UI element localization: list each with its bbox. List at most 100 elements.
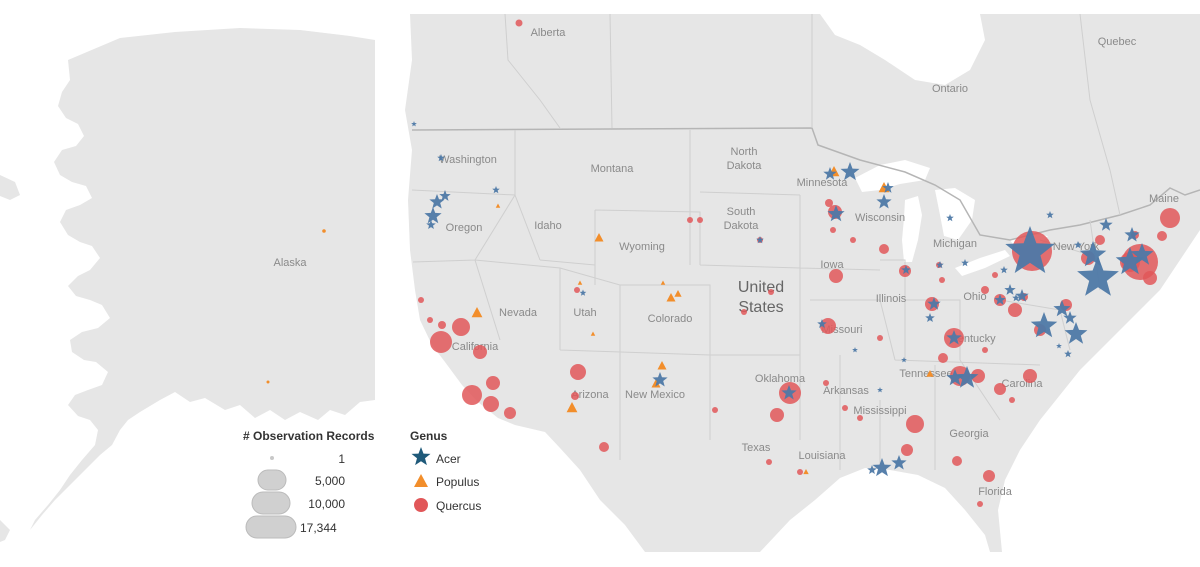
acer-mark[interactable] <box>882 182 894 193</box>
acer-mark[interactable] <box>867 465 877 474</box>
populus-mark[interactable] <box>590 331 596 336</box>
quercus-mark[interactable] <box>427 317 433 323</box>
quercus-mark[interactable] <box>823 380 829 386</box>
populus-mark[interactable] <box>666 293 676 302</box>
populus-mark[interactable] <box>657 361 667 370</box>
quercus-mark[interactable] <box>797 469 803 475</box>
quercus-mark[interactable] <box>994 383 1006 395</box>
populus-mark[interactable] <box>660 280 666 285</box>
acer-mark[interactable] <box>1030 312 1058 338</box>
acer-mark[interactable] <box>1064 322 1088 344</box>
populus-mark[interactable] <box>471 307 483 318</box>
acer-mark[interactable] <box>927 297 941 310</box>
populus-mark[interactable] <box>651 379 661 388</box>
quercus-mark[interactable] <box>983 470 995 482</box>
quercus-mark[interactable] <box>504 407 516 419</box>
quercus-mark[interactable] <box>992 272 998 278</box>
acer-mark[interactable] <box>936 261 944 269</box>
acer-mark[interactable] <box>994 294 1006 305</box>
acer-mark[interactable] <box>876 194 892 209</box>
dot[interactable] <box>322 229 326 233</box>
acer-mark[interactable] <box>1115 247 1145 275</box>
quercus-mark[interactable] <box>515 19 523 27</box>
quercus-mark[interactable] <box>825 199 833 207</box>
quercus-mark[interactable] <box>1008 303 1022 317</box>
quercus-mark[interactable] <box>430 331 452 353</box>
acer-mark[interactable] <box>946 214 954 222</box>
quercus-mark[interactable] <box>741 309 747 315</box>
acer-mark[interactable] <box>1000 266 1008 274</box>
quercus-mark[interactable] <box>1143 271 1157 285</box>
quercus-mark[interactable] <box>879 244 889 254</box>
acer-mark[interactable] <box>439 190 451 201</box>
acer-mark[interactable] <box>1053 300 1071 317</box>
quercus-mark[interactable] <box>877 335 883 341</box>
quercus-mark[interactable] <box>1023 369 1037 383</box>
populus-mark[interactable] <box>495 203 501 208</box>
quercus-mark[interactable] <box>599 442 609 452</box>
acer-mark[interactable] <box>823 167 837 180</box>
quercus-mark[interactable] <box>712 407 718 413</box>
quercus-mark[interactable] <box>486 376 500 390</box>
acer-mark[interactable] <box>1064 350 1072 358</box>
quercus-mark[interactable] <box>981 286 989 294</box>
acer-mark[interactable] <box>877 387 883 393</box>
acer-mark[interactable] <box>492 186 500 194</box>
populus-mark[interactable] <box>594 233 604 242</box>
populus-mark[interactable] <box>926 370 934 377</box>
acer-mark[interactable] <box>891 455 907 470</box>
populus-mark[interactable] <box>566 402 578 413</box>
acer-mark[interactable] <box>946 330 962 345</box>
quercus-mark[interactable] <box>901 444 913 456</box>
quercus-mark[interactable] <box>982 347 988 353</box>
acer-mark[interactable] <box>426 220 436 229</box>
quercus-mark[interactable] <box>830 227 836 233</box>
quercus-mark[interactable] <box>418 297 424 303</box>
acer-mark[interactable] <box>1077 256 1119 296</box>
quercus-mark[interactable] <box>977 501 983 507</box>
quercus-mark[interactable] <box>570 364 586 380</box>
acer-mark[interactable] <box>437 154 445 162</box>
quercus-mark[interactable] <box>687 217 693 223</box>
acer-mark[interactable] <box>1012 294 1020 302</box>
acer-mark[interactable] <box>1124 227 1140 242</box>
acer-mark[interactable] <box>429 194 445 209</box>
quercus-mark[interactable] <box>857 415 863 421</box>
acer-mark[interactable] <box>652 372 668 387</box>
populus-mark[interactable] <box>577 280 583 285</box>
acer-mark[interactable] <box>901 357 907 363</box>
quercus-mark[interactable] <box>768 289 774 295</box>
acer-mark[interactable] <box>1130 243 1154 265</box>
acer-mark[interactable] <box>1046 211 1054 219</box>
acer-mark[interactable] <box>852 347 858 353</box>
quercus-mark[interactable] <box>473 345 487 359</box>
quercus-mark[interactable] <box>1095 235 1105 245</box>
acer-mark[interactable] <box>411 121 417 127</box>
quercus-mark[interactable] <box>939 277 945 283</box>
quercus-mark[interactable] <box>971 369 985 383</box>
populus-mark[interactable] <box>803 469 809 475</box>
quercus-mark[interactable] <box>462 385 482 405</box>
acer-mark[interactable] <box>1005 226 1055 273</box>
acer-mark[interactable] <box>1056 343 1062 349</box>
acer-mark[interactable] <box>817 319 827 328</box>
quercus-mark[interactable] <box>770 408 784 422</box>
acer-mark[interactable] <box>1015 289 1029 302</box>
acer-mark[interactable] <box>961 259 969 267</box>
quercus-mark[interactable] <box>842 405 848 411</box>
quercus-mark[interactable] <box>571 392 579 400</box>
acer-mark[interactable] <box>925 313 935 322</box>
acer-mark[interactable] <box>872 458 892 477</box>
quercus-mark[interactable] <box>952 456 962 466</box>
quercus-mark[interactable] <box>697 217 703 223</box>
quercus-mark[interactable] <box>1160 208 1180 228</box>
acer-mark[interactable] <box>840 162 860 181</box>
quercus-mark[interactable] <box>574 287 580 293</box>
quercus-mark[interactable] <box>766 459 772 465</box>
quercus-mark[interactable] <box>938 353 948 363</box>
acer-mark[interactable] <box>424 207 442 224</box>
acer-mark[interactable] <box>946 369 964 386</box>
acer-mark[interactable] <box>901 265 911 274</box>
dot[interactable] <box>266 380 270 384</box>
acer-mark[interactable] <box>781 385 797 400</box>
